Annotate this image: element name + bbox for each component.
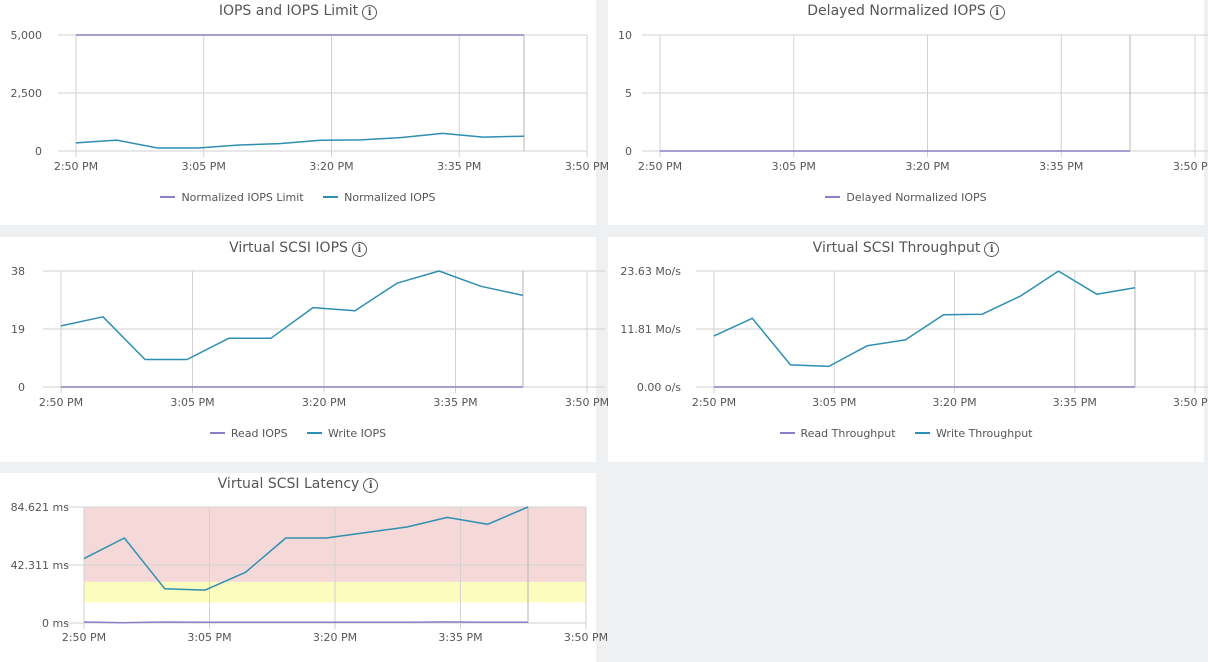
legend-label: Write IOPS xyxy=(328,427,387,440)
x-tick-label: 2:50 PM xyxy=(54,160,98,173)
chart-title-row: Virtual SCSI Latency i xyxy=(0,476,596,493)
legend-swatch xyxy=(160,196,176,198)
y-tick-label: 84.621 ms xyxy=(11,501,70,514)
y-tick-label: 0.00 o/s xyxy=(637,381,681,394)
y-tick-label: 0 ms xyxy=(42,617,69,630)
y-tick-label: 42.311 ms xyxy=(11,559,70,572)
legend-label: Normalized IOPS Limit xyxy=(181,191,304,204)
x-tick-label: 3:20 PM xyxy=(302,396,346,409)
x-tick-label: 3:50 PM xyxy=(565,160,609,173)
legend-item-write-throughput[interactable]: Write Throughput xyxy=(915,427,1032,440)
series-line-write-latency xyxy=(83,506,529,591)
chart-title: Virtual SCSI Throughput xyxy=(812,240,981,256)
legend-item-normalized-iops-limit[interactable]: Normalized IOPS Limit xyxy=(160,191,304,204)
y-tick-label: 0 xyxy=(625,145,632,158)
legend-item-read-throughput[interactable]: Read Throughput xyxy=(779,427,896,440)
x-tick-label: 3:35 PM xyxy=(437,160,481,173)
chart-title-row: Delayed Normalized IOPS i xyxy=(608,3,1204,20)
x-tick-label: 3:05 PM xyxy=(772,160,816,173)
series-line-normalized-iops xyxy=(75,132,525,149)
chart-title: IOPS and IOPS Limit xyxy=(218,3,359,19)
legend-label: Read Throughput xyxy=(800,427,896,440)
x-tick-label: 2:50 PM xyxy=(39,396,83,409)
x-tick-label: 3:05 PM xyxy=(182,160,226,173)
chart-panel-scsi-latency: Virtual SCSI Latency i 84.621 ms 42.311 ms… xyxy=(0,473,609,662)
x-tick-label: 3:35 PM xyxy=(433,396,477,409)
legend-label: Normalized IOPS xyxy=(344,191,436,204)
y-tick-label: 10 xyxy=(618,29,632,42)
x-tick-label: 3:05 PM xyxy=(812,396,856,409)
chart-plot: 10 5 0 2:50 PM 3:05 PM 3:20 PM 3:35 PM 3:50 PM xyxy=(618,29,1208,173)
series-line-write-iops xyxy=(60,270,524,361)
chart-legend: Read IOPS Write IOPS xyxy=(0,427,596,440)
legend-swatch xyxy=(915,432,931,434)
x-tick-label: 3:50 PM xyxy=(564,631,608,644)
chart-legend: Normalized IOPS Limit Normalized IOPS xyxy=(0,191,596,204)
x-tick-label: 3:20 PM xyxy=(313,631,357,644)
chart-legend: Read Throughput Write Throughput xyxy=(608,427,1204,440)
chart-title: Virtual SCSI Latency xyxy=(217,476,360,492)
info-icon[interactable]: i xyxy=(363,478,379,493)
legend-swatch xyxy=(209,432,225,434)
chart-title-row: Virtual SCSI IOPS i xyxy=(0,240,596,257)
x-tick-label: 3:05 PM xyxy=(187,631,231,644)
y-tick-label: 38 xyxy=(11,265,25,278)
x-tick-label: 3:50 PM xyxy=(1173,396,1208,409)
chart-plot: 23.63 Mo/s 11.81 Mo/s 0.00 o/s 2:50 PM 3:05 … xyxy=(620,265,1208,409)
legend-item-read-iops[interactable]: Read IOPS xyxy=(209,427,288,440)
chart-plot: 38 19 0 2:50 PM 3:05 PM 3:20 PM 3:35 PM 3:50 PM xyxy=(11,265,609,409)
x-tick-label: 3:20 PM xyxy=(932,396,976,409)
info-icon[interactable]: i xyxy=(989,5,1005,20)
y-tick-label: 0 xyxy=(35,145,42,158)
chart-panel-scsi-iops: Virtual SCSI IOPS i 38 19 0 2:50 PM 3:05 PM 3:… xyxy=(0,237,609,462)
y-tick-label: 5 xyxy=(625,87,632,100)
info-icon[interactable]: i xyxy=(984,242,1000,257)
x-tick-label: 2:50 PM xyxy=(62,631,106,644)
x-tick-label: 3:35 PM xyxy=(1039,160,1083,173)
chart-plot: 5,000 2,500 0 2:50 PM 3:05 PM 3:20 PM 3:35 PM 3… xyxy=(11,29,610,173)
legend-label: Read IOPS xyxy=(230,427,288,440)
series-line-write-throughput xyxy=(713,270,1136,368)
legend-item-write-iops[interactable]: Write IOPS xyxy=(307,427,386,440)
x-tick-label: 3:05 PM xyxy=(170,396,214,409)
chart-legend: Delayed Normalized IOPS xyxy=(608,191,1204,204)
y-tick-label: 11.81 Mo/s xyxy=(620,323,681,336)
legend-swatch xyxy=(307,432,323,434)
x-tick-label: 3:35 PM xyxy=(1053,396,1097,409)
legend-swatch xyxy=(825,196,841,198)
chart-panel-delayed-iops: Delayed Normalized IOPS i 10 5 0 2:50 PM 3:05… xyxy=(608,0,1208,225)
series-line-read-latency xyxy=(83,621,529,624)
chart-title: Delayed Normalized IOPS xyxy=(807,3,986,19)
chart-title: Virtual SCSI IOPS xyxy=(229,240,348,256)
legend-item-delayed-normalized-iops[interactable]: Delayed Normalized IOPS xyxy=(825,191,987,204)
legend-swatch xyxy=(779,432,795,434)
x-tick-label: 3:20 PM xyxy=(309,160,353,173)
x-tick-label: 2:50 PM xyxy=(638,160,682,173)
y-tick-label: 5,000 xyxy=(11,29,43,42)
legend-swatch xyxy=(323,196,339,198)
y-tick-label: 0 xyxy=(18,381,25,394)
info-icon[interactable]: i xyxy=(351,242,367,257)
legend-label: Delayed Normalized IOPS xyxy=(846,191,987,204)
info-icon[interactable]: i xyxy=(362,5,378,20)
chart-plot: 84.621 ms 42.311 ms 0 ms2:50 PM 3:05 PM 3:20… xyxy=(11,501,609,644)
x-tick-label: 2:50 PM xyxy=(692,396,736,409)
y-tick-label: 2,500 xyxy=(11,87,43,100)
x-tick-label: 3:20 PM xyxy=(905,160,949,173)
x-tick-label: 3:50 PM xyxy=(1173,160,1208,173)
y-tick-label: 23.63 Mo/s xyxy=(620,265,681,278)
legend-item-normalized-iops[interactable]: Normalized IOPS xyxy=(323,191,436,204)
y-tick-label: 19 xyxy=(11,323,25,336)
chart-panel-iops: IOPS and IOPS Limit i 5,000 2,500 0 2:50 PM 3… xyxy=(0,0,610,225)
x-tick-label: 3:35 PM xyxy=(438,631,482,644)
chart-title-row: IOPS and IOPS Limit i xyxy=(0,3,596,20)
chart-title-row: Virtual SCSI Throughput i xyxy=(608,240,1204,257)
chart-panel-scsi-throughput: Virtual SCSI Throughput i 23.63 Mo/s 11.81… xyxy=(608,237,1208,462)
legend-label: Write Throughput xyxy=(936,427,1033,440)
x-tick-label: 3:50 PM xyxy=(565,396,609,409)
